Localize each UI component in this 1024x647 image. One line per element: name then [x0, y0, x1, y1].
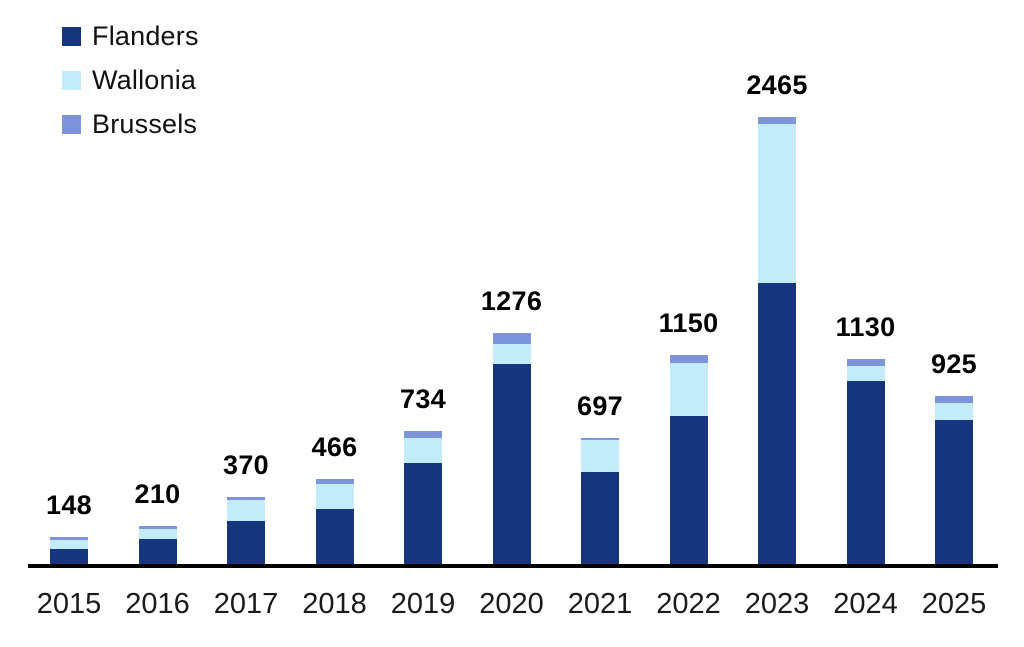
bar-group-2016 [138, 525, 177, 564]
year-label-2024: 2024 [833, 588, 898, 620]
bar-segment-wallonia-2018 [315, 484, 354, 509]
bar-group-2017 [227, 496, 265, 564]
bar-segment-flanders-2021 [581, 472, 619, 564]
x-axis-line [28, 564, 998, 568]
bar-group-2021 [581, 437, 619, 564]
bar-segment-brussels-2015 [50, 537, 88, 540]
flanders-swatch-icon [62, 27, 81, 46]
year-label-2022: 2022 [656, 588, 721, 620]
bar-segment-flanders-2019 [404, 463, 442, 564]
bar-group-2023 [758, 117, 796, 564]
bar-group-2025 [935, 396, 973, 564]
bar-segment-brussels-2020 [492, 332, 531, 344]
bar-segment-flanders-2022 [669, 415, 708, 564]
total-label-2017: 370 [223, 449, 269, 480]
total-label-2016: 210 [134, 478, 181, 509]
total-label-2025: 925 [931, 349, 977, 380]
total-label-2015: 148 [46, 490, 92, 521]
legend-label-brussels: Brussels [92, 109, 198, 139]
bar-segment-wallonia-2016 [138, 528, 177, 540]
bar-group-2019 [404, 430, 442, 564]
bar-segment-flanders-2017 [227, 521, 265, 564]
bar-group-2024 [846, 359, 885, 564]
bar-segment-flanders-2020 [492, 364, 531, 564]
total-label-2023: 2465 [746, 70, 808, 100]
bar-segment-brussels-2018 [315, 479, 354, 485]
bar-segment-flanders-2024 [846, 381, 885, 564]
bar-segment-flanders-2016 [138, 539, 177, 564]
wallonia-swatch-icon [62, 71, 81, 90]
brussels-swatch-icon [62, 115, 81, 134]
total-label-2022: 1150 [658, 308, 719, 339]
bar-segment-brussels-2019 [404, 430, 442, 438]
year-label-2016: 2016 [125, 588, 190, 620]
year-label-2018: 2018 [302, 588, 367, 620]
bar-segment-wallonia-2019 [404, 437, 442, 464]
chart-legend: Flanders Wallonia Brussels [62, 21, 199, 139]
total-label-2024: 1130 [835, 312, 896, 343]
bar-segment-brussels-2025 [935, 396, 973, 403]
bar-group-2015 [50, 537, 88, 564]
bar-segment-brussels-2016 [138, 525, 177, 529]
legend-label-flanders: Flanders [92, 21, 199, 51]
bar-segment-wallonia-2015 [50, 539, 88, 550]
total-label-2019: 734 [400, 383, 446, 414]
year-label-2025: 2025 [921, 588, 987, 620]
bar-segment-wallonia-2024 [846, 365, 885, 382]
bar-segment-wallonia-2025 [935, 402, 973, 420]
legend-item-brussels: Brussels [62, 109, 199, 139]
legend-item-wallonia: Wallonia [62, 65, 199, 95]
legend-item-flanders: Flanders [62, 21, 199, 51]
bar-segment-flanders-2018 [315, 508, 354, 564]
bar-group-2022 [669, 355, 708, 564]
year-label-2023: 2023 [744, 588, 810, 620]
total-label-2021: 697 [577, 390, 623, 421]
bar-segment-wallonia-2022 [669, 363, 708, 416]
year-label-2020: 2020 [479, 588, 544, 620]
bar-segment-brussels-2023 [758, 117, 796, 124]
bar-group-2020 [492, 332, 531, 564]
bar-segment-flanders-2023 [758, 282, 796, 564]
year-label-2019: 2019 [390, 588, 456, 620]
year-label-2021: 2021 [567, 588, 633, 620]
bar-segment-wallonia-2021 [581, 440, 619, 473]
bar-segment-flanders-2015 [50, 549, 88, 564]
bar-segment-brussels-2024 [846, 359, 885, 366]
year-label-2017: 2017 [213, 588, 279, 620]
bar-segment-wallonia-2017 [227, 499, 265, 522]
total-label-2018: 466 [311, 432, 358, 463]
bar-segment-brussels-2021 [581, 437, 619, 441]
bar-segment-wallonia-2020 [492, 343, 531, 365]
bar-segment-brussels-2017 [227, 496, 265, 500]
legend-label-wallonia: Wallonia [92, 65, 197, 95]
bar-segment-flanders-2025 [935, 419, 973, 564]
bar-segment-wallonia-2023 [758, 123, 796, 283]
bar-segment-brussels-2022 [669, 355, 708, 364]
year-label-2015: 2015 [36, 588, 102, 620]
total-label-2020: 1276 [480, 285, 543, 316]
bar-group-2018 [315, 479, 354, 564]
